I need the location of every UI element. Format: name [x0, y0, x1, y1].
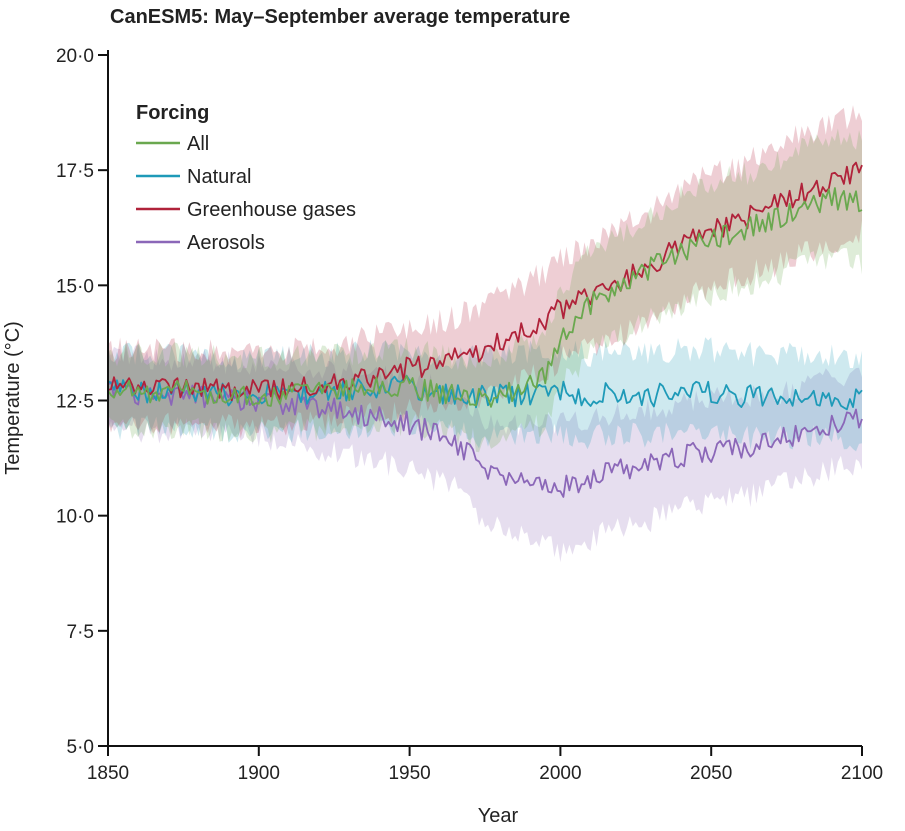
y-tick-label: 20·0	[56, 46, 94, 67]
y-tick-label: 12·5	[56, 392, 94, 413]
x-tick-label: 1950	[388, 763, 430, 784]
y-tick-label: 17·5	[56, 161, 94, 182]
legend-title: Forcing	[136, 102, 209, 124]
legend-label: All	[187, 133, 209, 155]
y-axis-label: Temperature (°C)	[2, 321, 24, 475]
legend-label: Greenhouse gases	[187, 199, 356, 221]
x-tick-label: 1850	[87, 763, 129, 784]
y-tick-label: 7·5	[67, 622, 94, 643]
legend-label: Natural	[187, 166, 251, 188]
x-tick-label: 2000	[539, 763, 581, 784]
band-greenhouse-gases	[108, 105, 862, 439]
legend-items: All Natural Greenhouse gases Aerosols	[136, 133, 356, 254]
y-tick-label: 5·0	[67, 737, 94, 758]
y-tick-label: 10·0	[56, 507, 94, 528]
legend-label: Aerosols	[187, 232, 265, 254]
x-tick-label: 2050	[690, 763, 732, 784]
y-tick-label: 15·0	[56, 276, 94, 297]
x-ticks: 1850 1900 1950 2000 2050 2100	[87, 746, 883, 784]
legend: Forcing All Natural Greenhouse gases Aeroso…	[136, 102, 356, 254]
x-tick-label: 2100	[841, 763, 883, 784]
line-all	[107, 187, 863, 408]
x-axis-label: Year	[478, 805, 519, 827]
y-ticks: 5·0 7·5 10·0 12·5 15·0 17·5 20·0	[56, 46, 108, 758]
x-tick-label: 1900	[238, 763, 280, 784]
band-all	[108, 128, 862, 453]
series-lines	[107, 161, 863, 498]
chart-title: CanESM5: May–September average temperatu…	[110, 6, 570, 28]
